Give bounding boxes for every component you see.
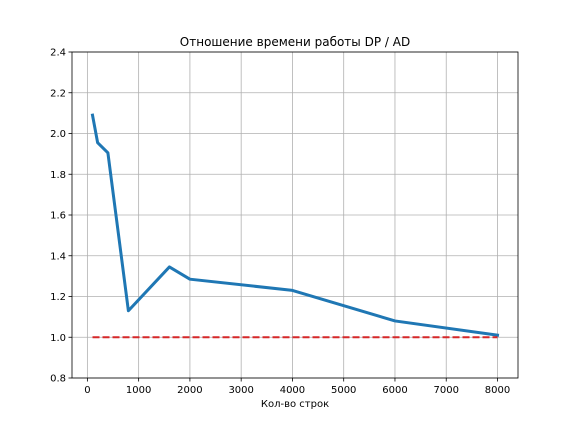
y-tick-label: 0.8 [50,374,66,385]
x-tick-label: 6000 [382,385,407,396]
y-tick-label: 1.0 [50,333,66,344]
y-tick-label: 2.4 [50,48,66,59]
y-tick-label: 2.2 [50,88,66,99]
x-axis-label: Кол-во строк [261,399,329,410]
x-tick-label: 8000 [485,385,510,396]
series-layer [90,113,500,339]
chart-title: Отношение времени работы DP / AD [180,35,410,49]
x-tick-label: 5000 [331,385,356,396]
y-axis: 0.8 1.0 1.2 1.4 1.6 1.8 2.0 2.2 2.4 [50,48,72,385]
x-tick-label: 7000 [434,385,459,396]
x-tick-label: 2000 [177,385,202,396]
y-tick-label: 1.6 [50,211,66,222]
y-tick-label: 1.2 [50,292,66,303]
x-tick-label: 3000 [228,385,253,396]
y-tick-label: 2.0 [50,129,66,140]
x-axis: 0 1000 2000 3000 4000 5000 6000 7000 8000 [84,378,510,396]
x-tick-label: 1000 [126,385,151,396]
y-tick-label: 1.8 [50,170,66,181]
y-tick-label: 1.4 [50,251,66,262]
x-tick-label: 0 [84,385,90,396]
x-tick-label: 4000 [280,385,305,396]
ratio-series-line [90,113,500,337]
